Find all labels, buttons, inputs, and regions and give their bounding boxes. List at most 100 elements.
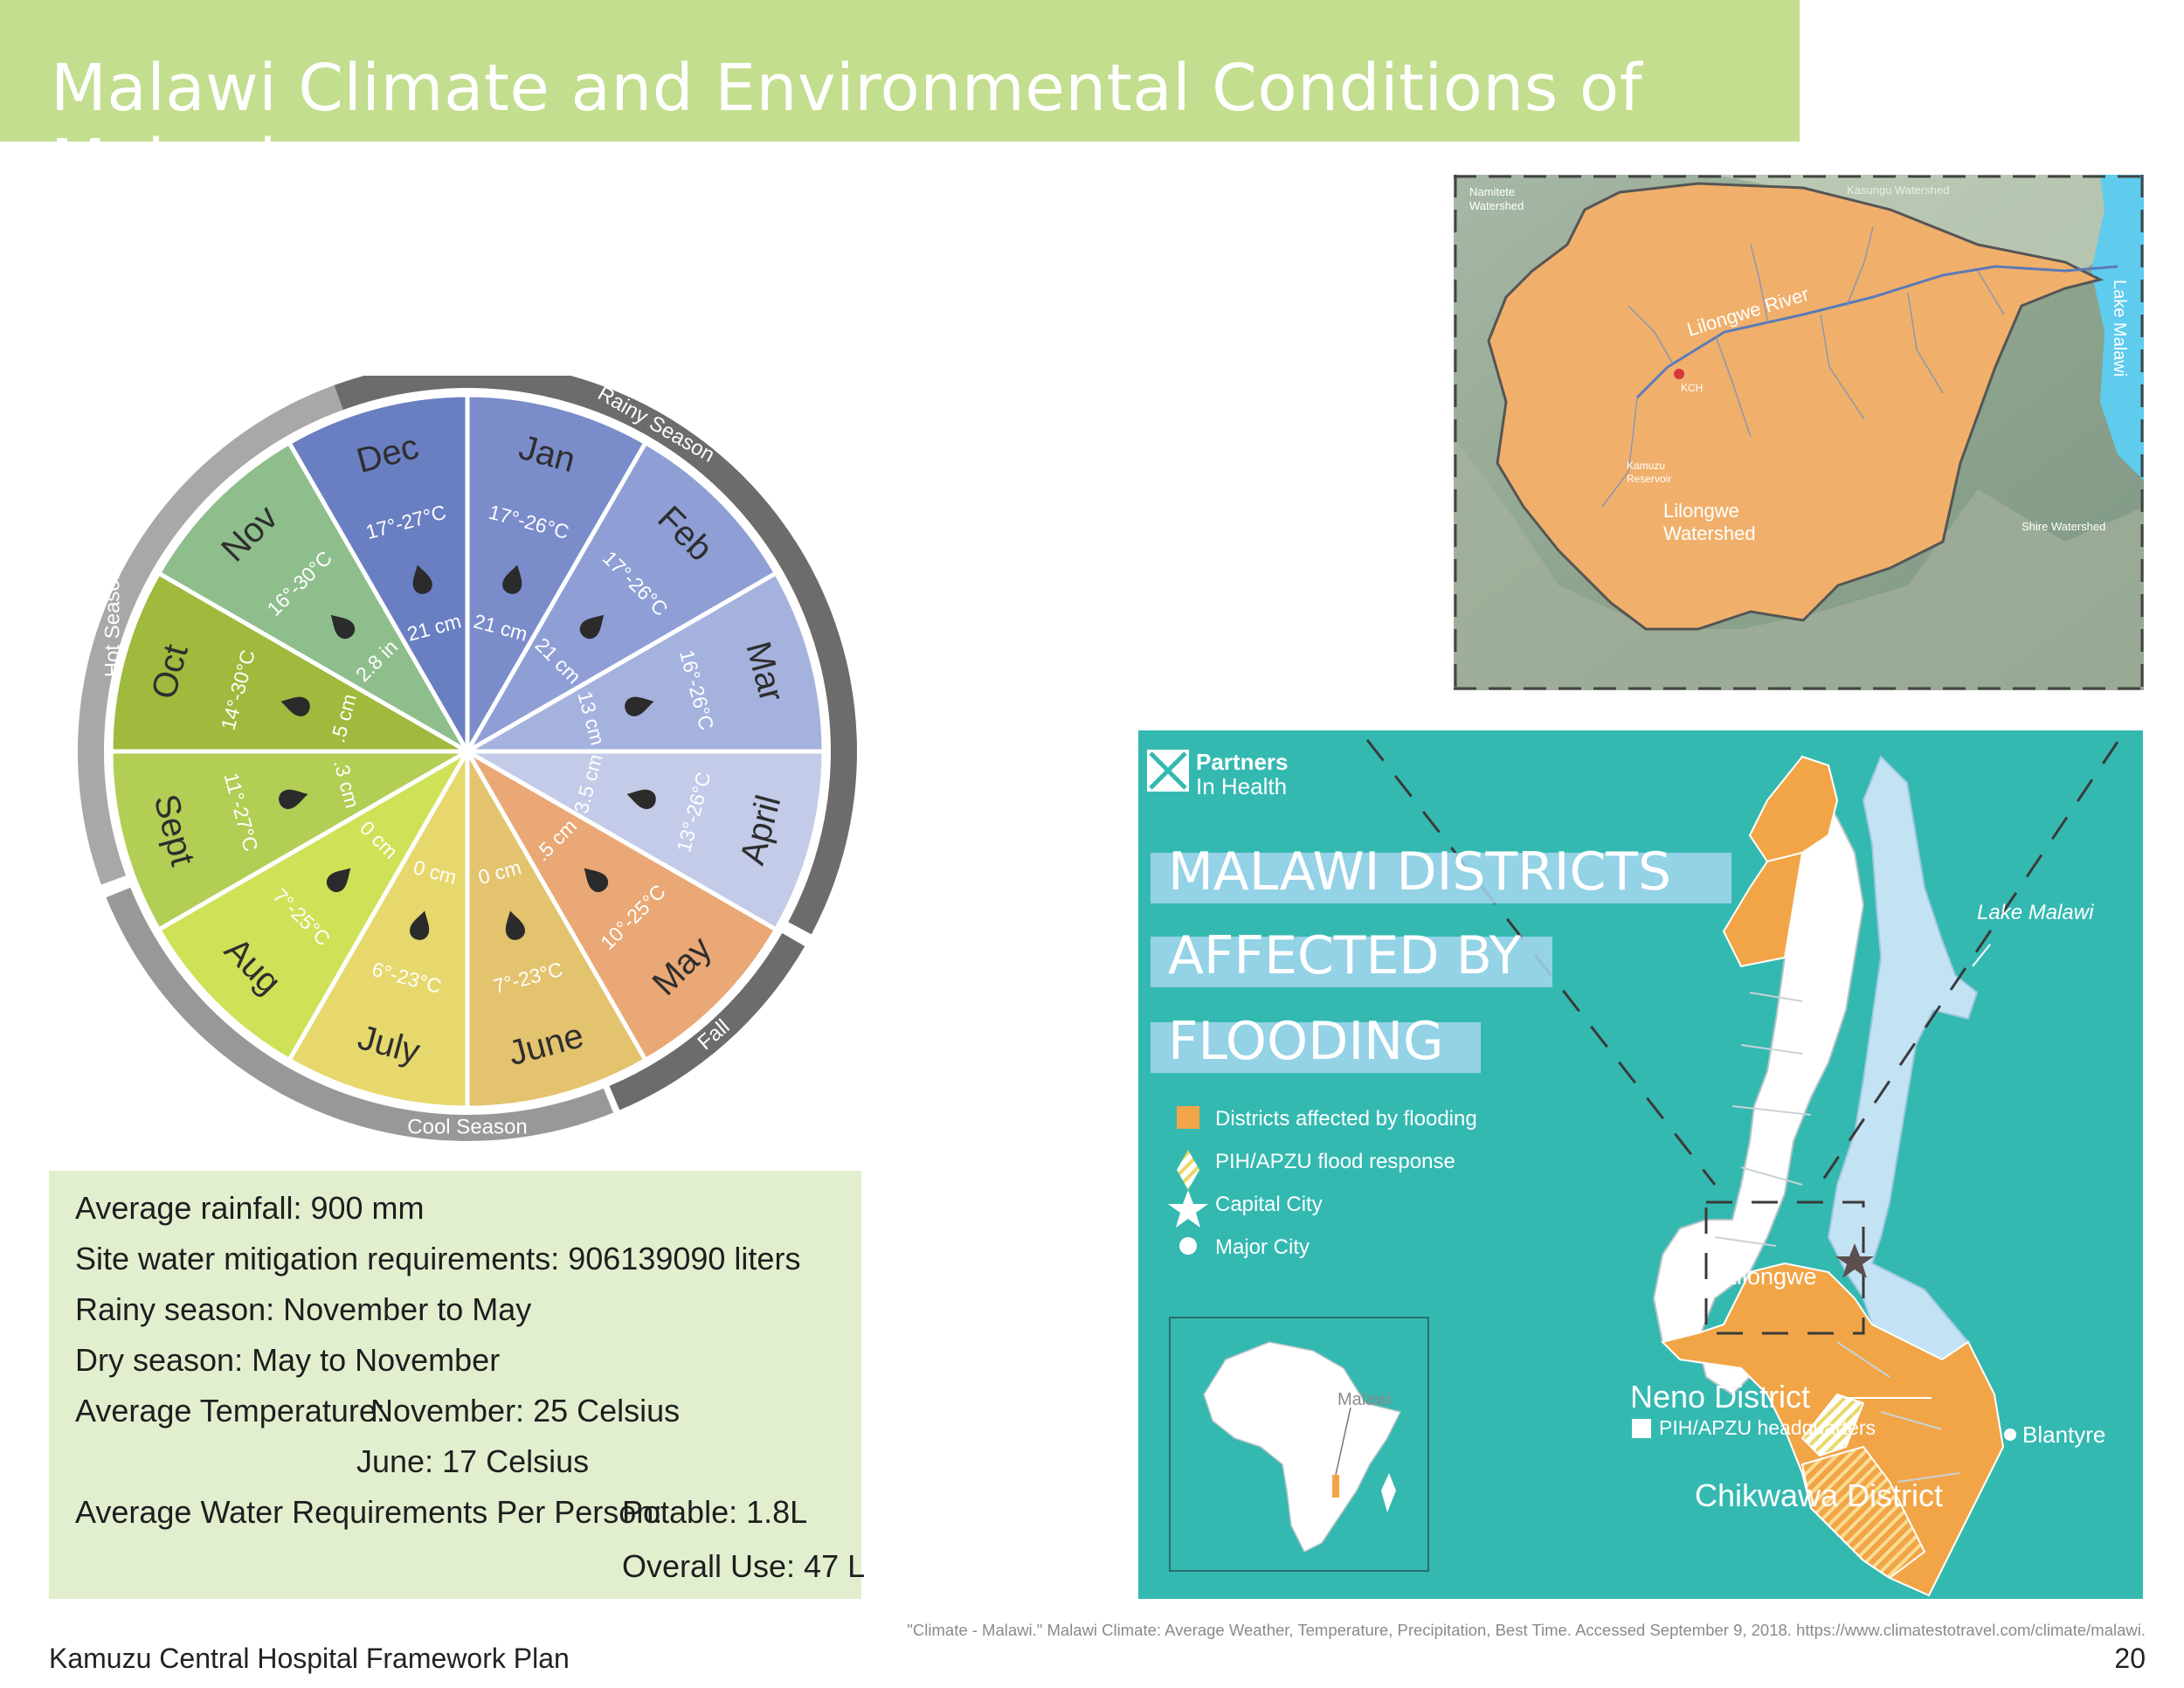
wedge-jan bbox=[465, 392, 649, 760]
fact-temp-november: November: 25 Celsius bbox=[370, 1393, 681, 1429]
label-reservoir-1: Kamuzu bbox=[1627, 460, 1665, 472]
label-reservoir-2: Reservoir bbox=[1627, 473, 1671, 485]
season-label-cool: Cool Season bbox=[407, 1115, 527, 1138]
legend-capital: Capital City bbox=[1215, 1193, 1323, 1216]
fact-mitigation: Site water mitigation requirements: 9061… bbox=[75, 1241, 801, 1276]
raindrop-icon bbox=[502, 564, 522, 594]
fact-rainy-season: Rainy season: November to May bbox=[75, 1291, 532, 1327]
legend-response: PIH/APZU flood response bbox=[1215, 1150, 1455, 1173]
raindrop-icon bbox=[410, 910, 430, 940]
season-label-hot: Hot Season bbox=[100, 568, 124, 677]
africa-shape bbox=[1203, 1341, 1402, 1553]
wedge-may bbox=[461, 745, 779, 1063]
wedge-oct bbox=[108, 570, 476, 754]
place-blantyre: Blantyre bbox=[2022, 1422, 2105, 1448]
title-highlight-3 bbox=[1151, 1022, 1481, 1073]
madagascar-shape bbox=[1381, 1473, 1396, 1512]
neno-district-response bbox=[1800, 1393, 1865, 1457]
district-borders bbox=[1714, 992, 1960, 1483]
legend-flood: Districts affected by flooding bbox=[1215, 1107, 1477, 1131]
month-wedges bbox=[108, 392, 826, 1110]
kch-marker bbox=[1674, 369, 1684, 379]
place-chikwawa: Chikwawa District bbox=[1695, 1477, 1943, 1513]
fact-water-label: Average Water Requirements Per Person: bbox=[75, 1494, 663, 1530]
flood-districts-map: Partners In Health MALAWI DISTRICTS AFFE… bbox=[1138, 730, 2143, 1599]
tributaries bbox=[1601, 226, 2005, 508]
legend-swatch-response bbox=[1177, 1150, 1199, 1190]
raindrop-icon bbox=[412, 564, 432, 594]
lilongwe-river-line bbox=[1635, 265, 2118, 399]
pih-logo: Partners In Health bbox=[1147, 749, 1289, 799]
legend-major-city: Major City bbox=[1215, 1235, 1310, 1259]
north-terrain bbox=[1716, 175, 2144, 271]
fact-dry-season: Dry season: May to November bbox=[75, 1342, 501, 1378]
flood-title-1: MALAWI DISTRICTS bbox=[1168, 841, 1671, 903]
place-hq: PIH/APZU headquarters bbox=[1659, 1416, 1876, 1439]
star-icon bbox=[1168, 1190, 1208, 1228]
label-namitete-1: Namitete bbox=[1469, 185, 1515, 198]
citation: "Climate - Malawi." Malawi Climate: Aver… bbox=[907, 1621, 2146, 1639]
season-ring-fall bbox=[609, 933, 805, 1110]
flood-title-2: AFFECTED BY bbox=[1168, 925, 1522, 986]
raindrop-icon bbox=[330, 614, 356, 640]
fact-rainfall: Average rainfall: 900 mm bbox=[75, 1190, 425, 1226]
capital-star-icon bbox=[1835, 1243, 1874, 1278]
lake-pointer bbox=[1972, 944, 1991, 967]
inset-label: Malawi bbox=[1337, 1390, 1392, 1409]
dot-icon bbox=[1179, 1237, 1197, 1255]
inset-pointer bbox=[1335, 1407, 1351, 1476]
raindrop-icon bbox=[505, 910, 525, 940]
flood-district-north-2 bbox=[1722, 851, 1804, 968]
raindrop-icon bbox=[280, 696, 310, 716]
page-number: 20 bbox=[2114, 1643, 2146, 1674]
climate-facts-box: Average rainfall: 900 mm Site water miti… bbox=[49, 1171, 865, 1599]
zoom-line-right bbox=[1818, 730, 2127, 1186]
africa-inset-frame bbox=[1169, 1317, 1429, 1572]
label-watershed-2: Watershed bbox=[1663, 522, 1756, 544]
logo-line-2: In Health bbox=[1196, 773, 1287, 799]
wedge-july bbox=[286, 743, 470, 1110]
season-ring-cool bbox=[106, 887, 614, 1141]
raindrop-icon bbox=[626, 789, 656, 809]
zoom-line-left bbox=[1358, 730, 1717, 1186]
label-kasungu: Kasungu Watershed bbox=[1847, 183, 1949, 197]
title-bar: Malawi Climate and Environmental Conditi… bbox=[0, 0, 1800, 201]
footer-document-title: Kamuzu Central Hospital Framework Plan bbox=[49, 1643, 570, 1674]
place-lake: Lake Malawi bbox=[1977, 901, 2094, 924]
wedge-aug bbox=[156, 745, 473, 1063]
raindrop-icon bbox=[579, 614, 605, 640]
raindrop-icon bbox=[584, 868, 609, 893]
wedge-sept bbox=[108, 749, 476, 933]
wedge-june bbox=[465, 743, 649, 1110]
label-kch: KCH bbox=[1681, 382, 1703, 394]
flood-title-3: FLOODING bbox=[1168, 1011, 1444, 1072]
raindrop-icon bbox=[326, 868, 351, 893]
place-neno: Neno District bbox=[1630, 1379, 1810, 1415]
fact-temp-label: Average Temperature: bbox=[75, 1393, 385, 1429]
logo-line-1: Partners bbox=[1196, 749, 1289, 775]
lilongwe-watershed-area bbox=[1487, 182, 2105, 631]
page-title: Malawi Climate and Environmental Conditi… bbox=[51, 51, 1643, 201]
title-highlight-2 bbox=[1151, 937, 1552, 987]
title-highlight-1 bbox=[1151, 853, 1731, 903]
blantyre-dot-icon bbox=[2004, 1429, 2016, 1441]
place-lilongwe: Lilongwe bbox=[1724, 1263, 1817, 1290]
lilongwe-watershed-map: Namitete Watershed Kasungu Watershed Lil… bbox=[1454, 175, 2144, 690]
zoom-box bbox=[1704, 1200, 1865, 1335]
wedge-mar bbox=[459, 570, 826, 754]
dry-terrain bbox=[1454, 437, 2144, 690]
label-shire: Shire Watershed bbox=[2022, 520, 2105, 533]
fact-temp-june: June: 17 Celsius bbox=[356, 1443, 590, 1479]
wedge-nov bbox=[156, 439, 473, 758]
label-watershed-1: Lilongwe bbox=[1663, 500, 1739, 522]
wedge-feb bbox=[461, 439, 779, 758]
chikwawa-district-response bbox=[1800, 1445, 1926, 1580]
hq-icon bbox=[1632, 1419, 1651, 1438]
season-ring-hot bbox=[78, 384, 343, 885]
fact-water-overall: Overall Use: 47 L bbox=[622, 1548, 866, 1584]
raindrop-icon bbox=[279, 789, 308, 809]
wedge-dec bbox=[286, 392, 470, 760]
fact-water-potable: Potable: 1.8L bbox=[622, 1494, 808, 1530]
wedge-april bbox=[459, 749, 826, 933]
